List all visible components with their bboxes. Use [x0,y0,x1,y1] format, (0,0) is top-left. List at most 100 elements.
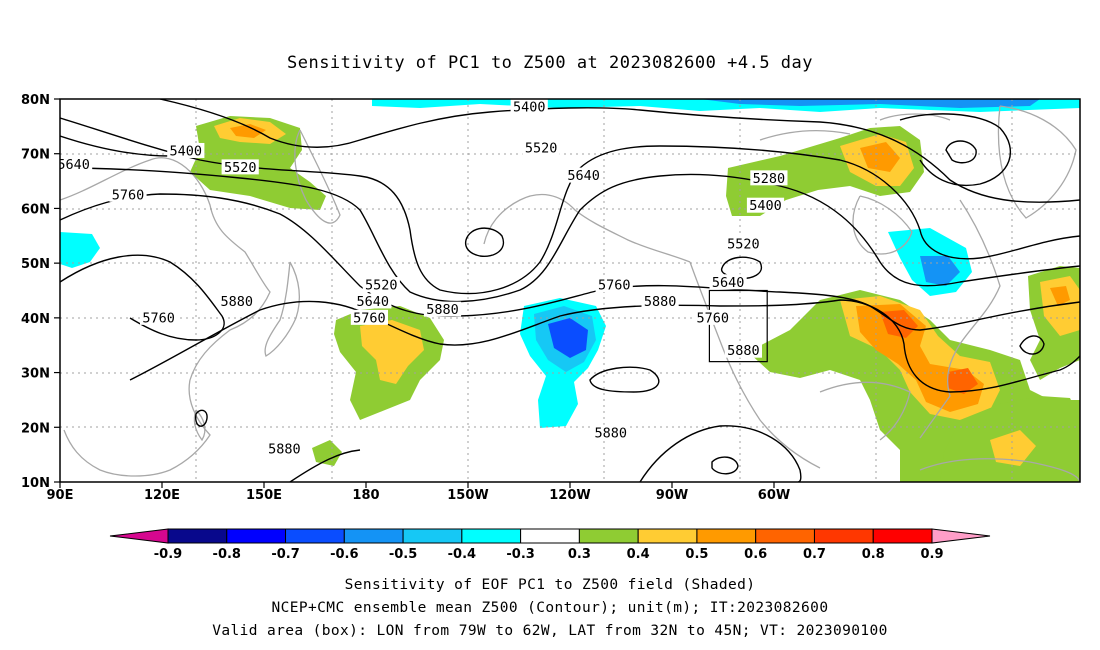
lon-tick-label: 60W [758,488,790,503]
lon-tick-label: 120E [144,488,180,503]
contour-label-background [724,235,762,251]
contour-label-background [354,293,392,309]
contour-label: 5400 [513,100,546,116]
colorbar-swatch [167,528,228,544]
latitude-axis: 80N 70N 60N 50N 40N 30N 20N 10N [21,93,60,491]
contour-5400 [159,99,1080,203]
shade-positive-eastus-red2 [948,368,978,394]
contour-label: 5280 [753,171,786,187]
contour-5880-loop2 [711,456,739,475]
colorbar-label: 0.9 [920,547,943,562]
contour-labels: 5400552056405760576058805880552056405760… [57,99,788,458]
longitude-axis: 90E 120E 150E 180 150W 120W 90W 60W [47,482,790,503]
contour-label-background [265,441,303,457]
contour-label: 5520 [727,236,760,252]
colorbar-label: 0.7 [803,547,826,562]
lon-tick-label: 150W [447,488,488,503]
contour-label-background [362,277,400,293]
contour-5280 [899,113,1011,186]
contour-label: 5520 [365,278,398,294]
contour-5760 [60,193,1080,331]
contour-label: 5880 [426,302,459,318]
contour-label: 5400 [749,198,782,214]
contour-label: 5640 [57,157,90,173]
colorbar-label: -0.9 [154,547,182,562]
coast-south-america [919,458,1080,482]
colorbar-label: -0.6 [330,547,358,562]
coast-gulf [819,381,911,441]
colorbar-label: 0.6 [744,547,767,562]
contour-label-background [140,309,178,325]
valid-area-box [708,289,768,363]
shading-layer [60,99,1080,482]
contour-label: 5520 [525,141,558,157]
figure-title: Sensitivity of PC1 to Z500 at 2023082600… [287,53,813,73]
colorbar-swatch [813,528,874,544]
lon-tick-label: 120W [549,488,590,503]
contour-label-background [694,309,732,325]
colorbar-label: -0.4 [448,547,476,562]
contour-label: 5640 [357,294,390,310]
lon-tick-label: 90E [47,488,74,503]
contour-label-background [167,142,205,158]
contour-label-background [350,309,388,325]
shade-positive-tropics-core [990,430,1036,466]
colorbar-label: -0.7 [271,547,299,562]
colorbar-swatch [520,528,580,544]
coast-greenland [997,105,1077,219]
colorbar-swatch [285,528,345,544]
colorbar-label: 0.3 [568,547,591,562]
contour-low-pacific [464,227,505,257]
lon-tick-label: 180 [352,488,379,503]
contour-label-background [592,424,630,440]
contour-5880-loop1 [589,366,660,393]
contour-label: 5880 [727,343,760,359]
colorbar-extend-low [109,528,169,544]
contour-label-background [218,293,256,309]
colorbar-swatch [461,528,522,544]
contour-label-background [595,277,633,293]
contour-label: 5880 [644,294,677,310]
lon-tick-label: 150E [246,488,282,503]
contour-5760-south [60,254,225,341]
colorbar-label: -0.8 [213,547,241,562]
contour-label-background [423,301,462,317]
caption-line-3: Valid area (box): LON from 79W to 62W, L… [212,623,888,639]
map-panel: 5400552056405760576058805880552056405760… [21,93,1081,503]
contour-label: 5760 [598,278,631,294]
contour-label: 5760 [112,187,145,203]
caption-line-1: Sensitivity of EOF PC1 to Z500 field (Sh… [345,577,756,593]
colorbar-swatch [696,528,757,544]
contour-label-background [641,293,679,309]
coast-kamchatka [294,129,341,224]
shade-negative-asia [60,232,100,268]
contour-label-background [522,140,560,156]
contour-label-background [221,159,259,175]
colorbar-swatch [343,528,404,544]
coast-philippines [193,409,206,442]
colorbar-swatch [637,528,698,544]
contour-label: 5520 [224,160,257,176]
lat-tick-label: 80N [21,93,50,108]
shade-negative-arctic-core [700,99,1040,108]
contour-label-background [746,197,785,213]
lat-tick-label: 30N [21,367,50,382]
coast-alaska [483,193,691,263]
coast-na-west [689,261,821,469]
shade-positive-atlantic-core [1040,276,1080,336]
contour-label-background [510,99,548,115]
contour-5640 [60,167,1080,303]
lat-tick-label: 60N [21,202,50,217]
shade-positive-wpac-small [312,440,342,466]
colorbar-label: 0.4 [627,547,650,562]
colorbar-label: -0.5 [389,547,417,562]
colorbar-extend-high [931,528,991,544]
contour-5880-southwest [289,449,361,482]
coast-arctic [759,113,951,141]
colorbar-swatch [226,528,287,544]
lat-tick-label: 70N [21,148,50,163]
contour-label: 5400 [170,143,203,159]
shade-negative-cpac-core [548,318,588,358]
contour-label: 5640 [712,275,745,291]
contour-5520 [60,117,1080,295]
